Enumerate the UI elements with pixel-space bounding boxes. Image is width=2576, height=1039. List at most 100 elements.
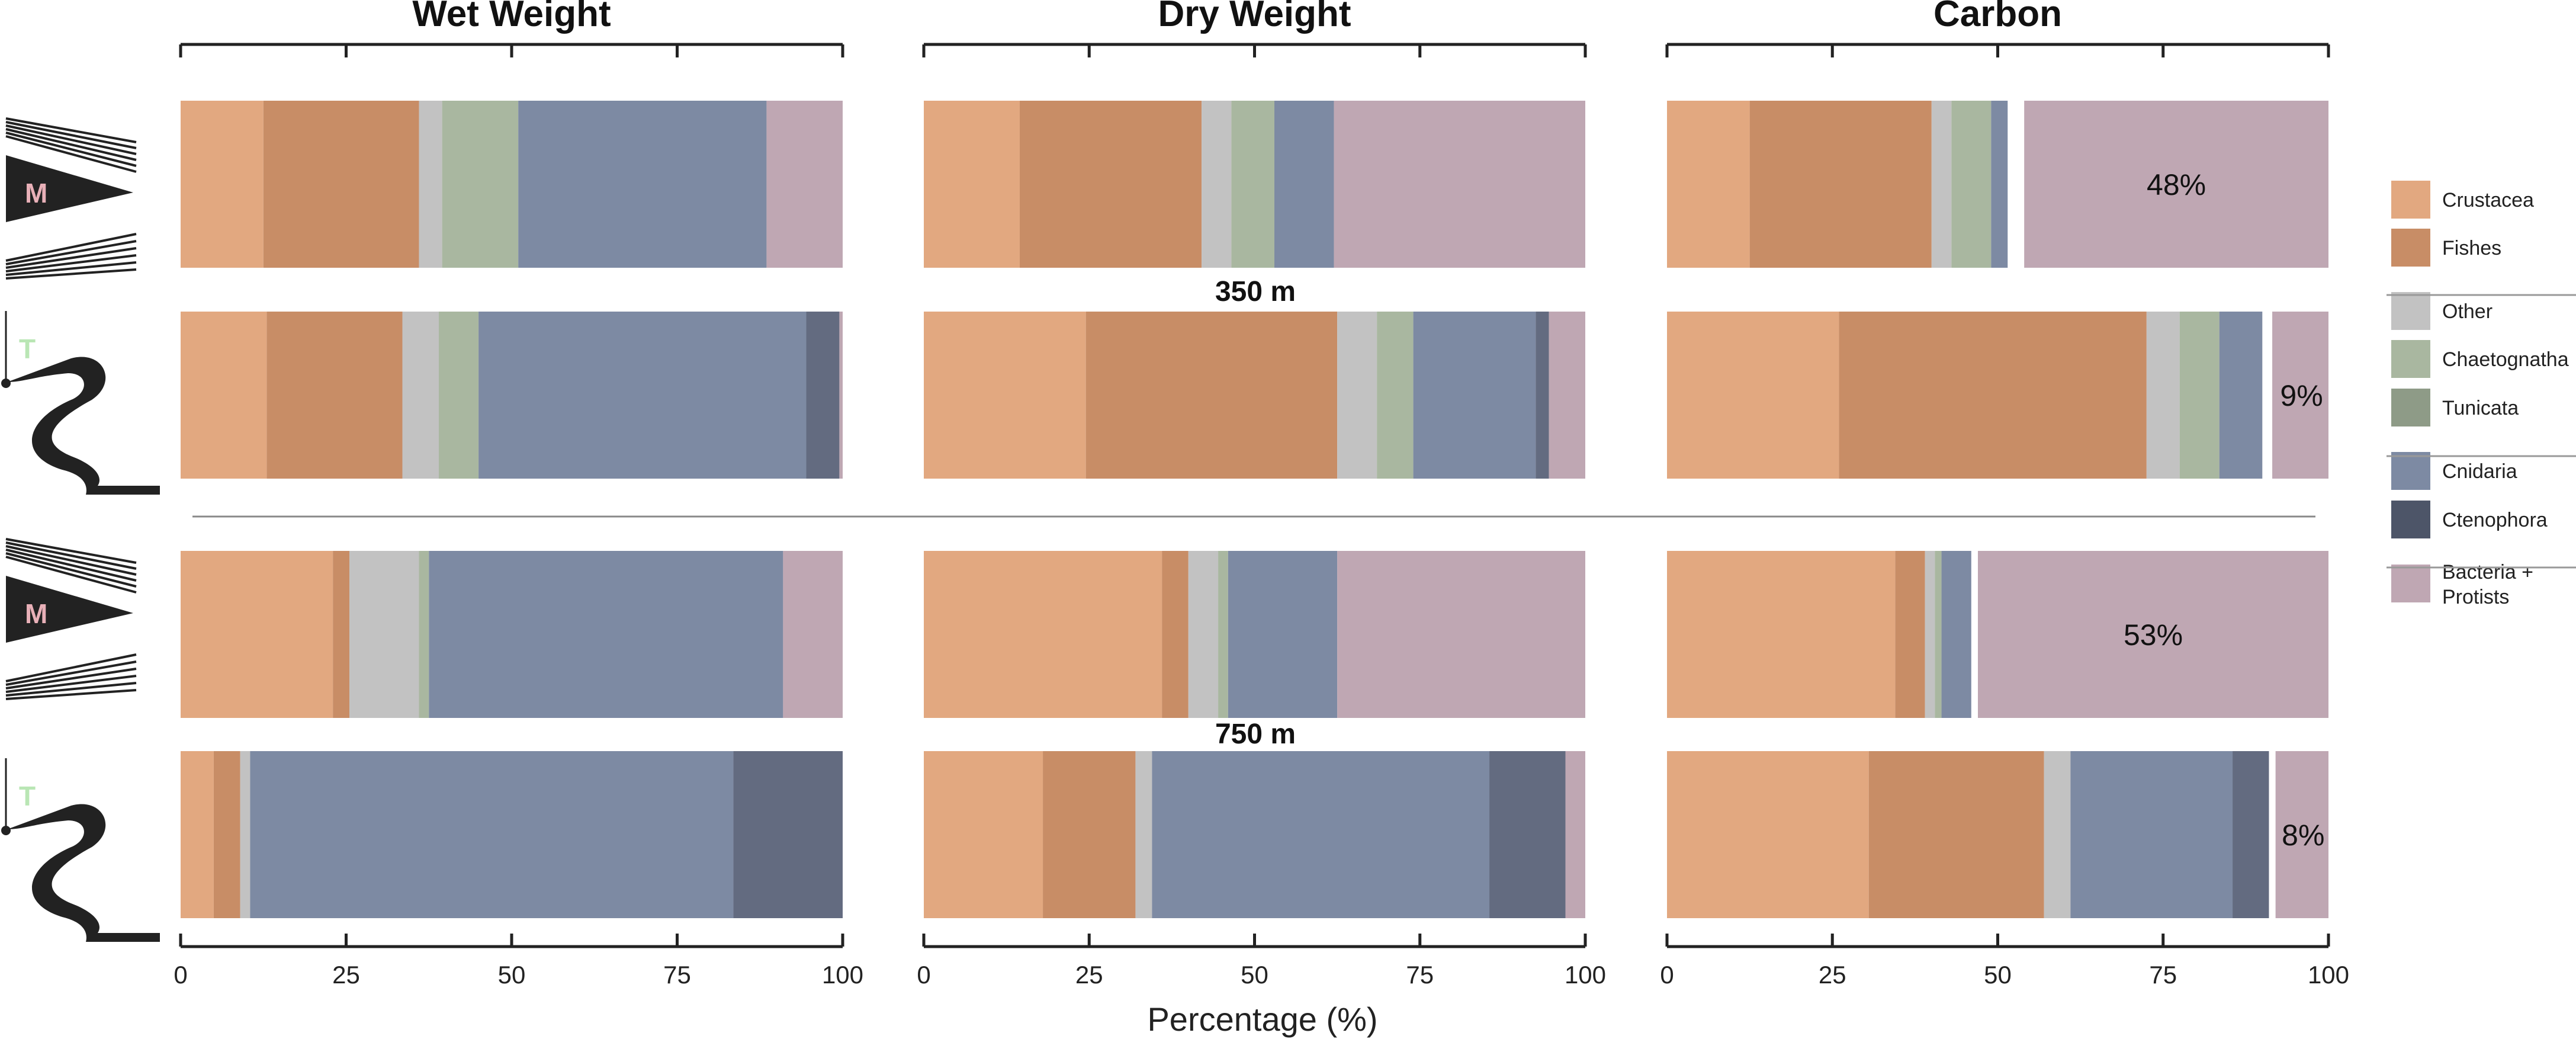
legend-swatch [2391,565,2430,602]
legend-label: Fishes [2442,237,2501,259]
tick-label: 0 [174,961,187,989]
net-line [5,668,137,690]
bar-segment-other [1931,101,1952,268]
net-line [5,124,137,155]
bar-segment-cnidaria [1152,751,1490,918]
trawl-codend [115,486,160,495]
panel-wet: Wet Weight 0 25 50 75 100 [174,0,863,989]
tick-label: 0 [1660,961,1674,989]
net-icon-trawl: T [1,758,160,942]
bar-segment-chaetognatha [1377,312,1414,479]
net-line [5,541,137,570]
tick-label: 75 [663,961,691,989]
bar-segment-crustacea [181,551,333,718]
net-icon-mocness: M [5,538,137,700]
legend-item: Chaetognatha [2391,340,2569,378]
bar-segment-other [1188,551,1219,718]
bar-segment-chaetognatha [419,551,429,718]
net-label: T [19,781,36,812]
legend-item: Crustacea [2391,181,2534,219]
legend-swatch [2391,452,2430,490]
net-line [5,545,137,576]
bacteria-annotation: 8% [2282,819,2324,852]
legend-label: Protists [2442,586,2509,608]
net-line [5,132,137,167]
bar-segment-bacteria-protists [2275,751,2328,918]
bar-segment-other [419,101,442,268]
net-line [5,268,137,280]
net-label: M [25,178,47,209]
bar-segment-ctenophora [806,312,840,479]
net-label: T [19,333,36,364]
bar-segment-fishes [263,101,419,268]
bar-segment-cnidaria [1413,312,1536,479]
trawl-codend [115,933,160,942]
bar-segment-chaetognatha [1231,101,1275,268]
legend-label: Cnidaria [2442,460,2517,483]
net-line [5,254,137,272]
legend-item: Cnidaria [2391,452,2517,490]
net-line [5,247,137,269]
tick-label: 25 [1075,961,1103,989]
legend-label: Tunicata [2442,397,2519,419]
bar-segment-bacteria-protists [1334,101,1585,268]
bar-segment-fishes [1868,751,2044,918]
bar-segment-fishes [266,312,403,479]
trawl-net [7,317,115,495]
legend-label: Chaetognatha [2442,348,2569,371]
bar-segment-ctenophora [1536,312,1549,479]
tick-label: 25 [332,961,360,989]
legend-item: Other [2391,292,2493,330]
trawl-net [7,764,115,942]
net-line [5,117,137,143]
panel-dry: Dry Weight 0 25 50 75 100 [917,0,1606,989]
bar-segment-fishes [1749,101,1932,268]
bar-segment-bacteria-protists [1337,551,1585,718]
legend-item: Bacteria + Protists [2391,561,2533,608]
tick-label: 50 [1984,961,2012,989]
bar-segment-chaetognatha [1935,551,1942,718]
tick-label: 25 [1819,961,1846,989]
net-icon-mocness: M [5,117,137,280]
bar-segment-chaetognatha [442,101,519,268]
bar-segment-chaetognatha [1951,101,1992,268]
bar-segment-other [1337,312,1377,479]
tick-label: 50 [1241,961,1268,989]
legend-item: Tunicata [2391,389,2519,426]
legend-swatch [2391,340,2430,378]
tick-label: 75 [1406,961,1434,989]
bar-segment-cnidaria [518,101,767,268]
bar-segment-bacteria-protists [1977,551,2328,718]
bar-segment-other [349,551,419,718]
bar-segment-bacteria-protists [1549,312,1585,479]
bar-segment-cnidaria [478,312,807,479]
bar-segment-crustacea [924,551,1162,718]
net-line [5,549,137,582]
legend-swatch [2391,181,2430,219]
panel-carbon: Carbon 0 25 50 75 100 [1660,0,2349,989]
legend-swatch [2391,229,2430,267]
bar-segment-cnidaria [2219,312,2263,479]
tick-label: 100 [1565,961,1606,989]
bar-segment-crustacea [181,312,267,479]
net-icon-trawl: T [1,311,160,495]
bar-segment-fishes [1019,101,1202,268]
bar-segment-other [1135,751,1152,918]
depth-label-350: 350 m [1215,276,1296,307]
bar-segment-bacteria-protists [839,312,843,479]
bar-segment-cnidaria [1274,101,1334,268]
bar-segment-cnidaria [1228,551,1338,718]
bar-segment-bacteria-protists [2272,312,2328,479]
tick-label: 75 [2149,961,2177,989]
bar-segment-fishes [333,551,350,718]
legend-item: Ctenophora [2391,501,2548,538]
bar-segment-bacteria-protists [2024,101,2328,268]
trawl-weight [1,826,11,835]
bar-segment-fishes [213,751,240,918]
bar-segment-crustacea [1667,751,1869,918]
panel-title-carbon: Carbon [1933,0,2062,34]
depth-label-750: 750 m [1215,719,1296,750]
net-line [5,660,137,686]
bar-segment-other [240,751,250,918]
